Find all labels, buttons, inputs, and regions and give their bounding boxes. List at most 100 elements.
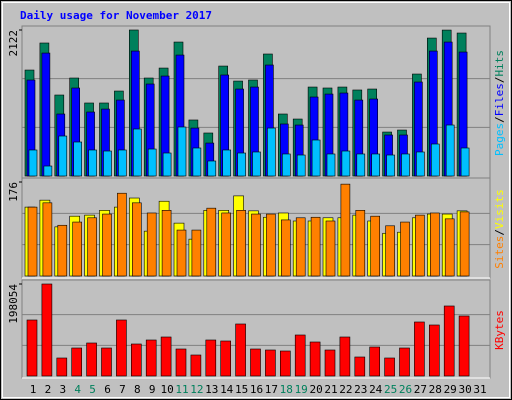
bar [252, 151, 261, 177]
bar [206, 207, 217, 277]
bar [27, 206, 38, 277]
bar [399, 347, 410, 377]
x-tick-label: 10 [160, 383, 173, 396]
bar [131, 343, 142, 377]
x-tick-label: 9 [149, 383, 156, 396]
bar [28, 149, 38, 177]
x-tick-label: 26 [399, 383, 412, 396]
bar [86, 342, 97, 377]
bar [459, 211, 470, 277]
x-tick-label: 12 [190, 383, 203, 396]
x-tick-label: 15 [235, 383, 248, 396]
bar [370, 215, 381, 277]
bar [267, 127, 276, 177]
bar [146, 212, 157, 277]
bar [310, 216, 321, 277]
bar [339, 336, 351, 377]
bar [355, 210, 366, 277]
x-tick-label: 13 [205, 383, 218, 396]
x-tick-label: 20 [309, 383, 322, 396]
bar [87, 217, 97, 277]
x-tick-label: 31 [473, 383, 486, 396]
legend: Pages/Files/Hits [493, 50, 506, 156]
bar [43, 165, 53, 177]
x-tick-label: 1 [30, 383, 37, 396]
bar [175, 348, 187, 377]
bar [369, 346, 381, 377]
x-tick-label: 18 [280, 383, 293, 396]
bar [430, 143, 440, 177]
bar [176, 229, 187, 277]
bar [280, 219, 291, 277]
bar [294, 334, 306, 377]
bar [250, 348, 261, 377]
x-tick-label: 19 [295, 383, 308, 396]
x-tick-label: 17 [265, 383, 278, 396]
x-tick-label: 14 [220, 383, 234, 396]
x-tick-label: 2 [45, 383, 52, 396]
bar [445, 124, 455, 177]
bar [458, 315, 470, 377]
legend-separator: / [493, 229, 506, 236]
x-tick-label: 21 [324, 383, 337, 396]
legend-separator: / [493, 77, 506, 84]
bar [265, 349, 276, 377]
bar [443, 305, 455, 377]
bar [102, 213, 112, 277]
bar [190, 354, 202, 377]
bar [356, 153, 366, 177]
x-tick-label: 3 [59, 383, 66, 396]
bar [341, 150, 351, 177]
bar [311, 139, 321, 177]
bar [71, 347, 82, 377]
bar [326, 153, 336, 177]
x-tick-label: 4 [74, 383, 81, 396]
x-tick-label: 30 [458, 383, 471, 396]
bar [222, 149, 231, 177]
bar [266, 213, 276, 277]
y-tick-label: 2122 [7, 30, 20, 57]
bar [58, 135, 68, 177]
bar [236, 210, 246, 277]
bar [118, 149, 127, 177]
bar [73, 141, 82, 177]
legend-separator: / [493, 116, 506, 123]
bar [325, 220, 336, 277]
legend-entry: Hits [493, 50, 506, 77]
bar [162, 152, 172, 177]
legend-entry: Sites [493, 236, 506, 269]
bar [116, 319, 127, 377]
bar [145, 339, 157, 377]
bar [147, 148, 157, 177]
bar [414, 321, 425, 377]
bar [444, 218, 455, 277]
bar [340, 183, 351, 277]
bar [237, 152, 246, 177]
y-tick-label: 176 [7, 182, 20, 202]
x-tick-label: 16 [250, 383, 263, 396]
legend-entry: Pages [493, 123, 506, 156]
bar [192, 147, 202, 177]
bar [161, 210, 172, 277]
bar [177, 126, 187, 177]
bar [160, 336, 172, 377]
x-tick-label: 25 [384, 383, 397, 396]
bar [386, 154, 395, 177]
x-tick-label: 28 [429, 383, 442, 396]
bar [132, 202, 142, 277]
bar [385, 225, 395, 277]
legend: Sites/Visits [493, 189, 506, 269]
x-tick-label: 7 [119, 383, 126, 396]
bar [400, 221, 410, 277]
bar [416, 151, 425, 177]
bar [88, 149, 97, 177]
bar [295, 217, 306, 277]
bar [401, 153, 410, 177]
bar [309, 341, 321, 377]
legend-entry: KBytes [493, 310, 506, 350]
bar [235, 323, 246, 377]
bar [384, 357, 395, 377]
bar [415, 214, 425, 277]
bar [103, 150, 112, 177]
legend: KBytes [493, 310, 506, 350]
